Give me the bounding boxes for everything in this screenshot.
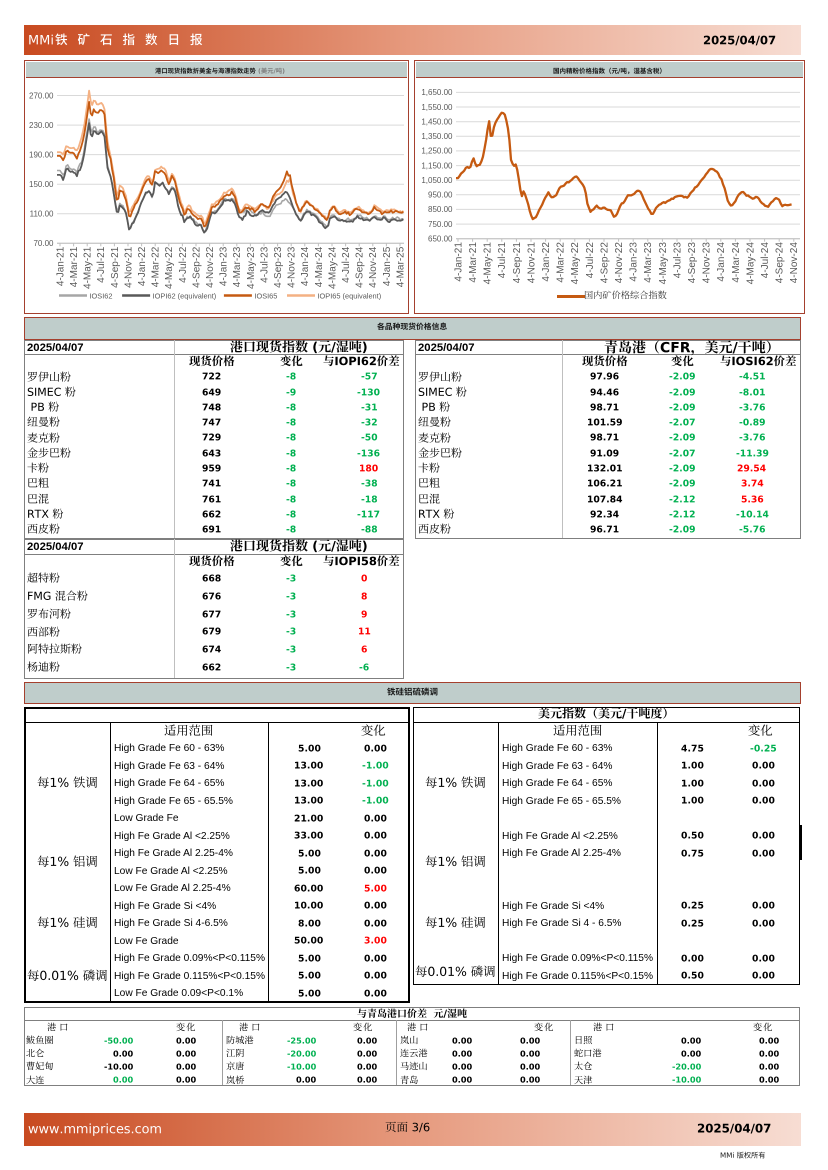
svg-text:190.00: 190.00 xyxy=(29,150,54,159)
svg-text:4-May-21: 4-May-21 xyxy=(83,246,94,289)
svg-text:IOSI65: IOSI65 xyxy=(254,291,277,300)
svg-text:750.00: 750.00 xyxy=(428,220,453,229)
svg-text:4-Jan-21: 4-Jan-21 xyxy=(453,242,464,282)
svg-text:4-May-24: 4-May-24 xyxy=(327,246,338,289)
svg-text:4-Mar-22: 4-Mar-22 xyxy=(556,242,567,283)
svg-text:4-Jul-21: 4-Jul-21 xyxy=(96,246,107,283)
svg-text:4-May-23: 4-May-23 xyxy=(246,246,257,289)
svg-text:4-Jan-24: 4-Jan-24 xyxy=(300,246,311,286)
svg-text:4-Nov-24: 4-Nov-24 xyxy=(789,242,800,284)
svg-text:4-May-22: 4-May-22 xyxy=(570,242,581,285)
svg-text:4-Mar-24: 4-Mar-24 xyxy=(314,246,325,287)
svg-text:1,550.00: 1,550.00 xyxy=(421,103,453,112)
svg-text:4-Sep-23: 4-Sep-23 xyxy=(273,246,284,288)
svg-text:70.00: 70.00 xyxy=(33,239,54,248)
svg-text:1,050.00: 1,050.00 xyxy=(421,176,453,185)
svg-text:4-Mar-21: 4-Mar-21 xyxy=(468,242,479,283)
svg-text:4-May-22: 4-May-22 xyxy=(164,246,175,289)
svg-text:4-May-21: 4-May-21 xyxy=(483,242,494,285)
svg-text:4-Jul-23: 4-Jul-23 xyxy=(672,242,683,279)
svg-text:4-Jan-24: 4-Jan-24 xyxy=(716,242,727,282)
svg-text:4-Mar-21: 4-Mar-21 xyxy=(69,246,80,287)
svg-text:4-Jan-25: 4-Jan-25 xyxy=(382,246,393,286)
svg-text:4-Nov-23: 4-Nov-23 xyxy=(702,242,713,284)
svg-text:IOPI62 (equivalent): IOPI62 (equivalent) xyxy=(153,291,217,300)
svg-text:4-May-24: 4-May-24 xyxy=(745,242,756,285)
svg-text:4-Sep-23: 4-Sep-23 xyxy=(687,242,698,284)
svg-text:4-Jan-22: 4-Jan-22 xyxy=(541,242,552,282)
svg-text:270.00: 270.00 xyxy=(29,91,54,100)
svg-text:850.00: 850.00 xyxy=(428,205,453,214)
svg-text:4-Mar-23: 4-Mar-23 xyxy=(232,246,243,287)
svg-text:4-Sep-22: 4-Sep-22 xyxy=(599,242,610,284)
svg-text:4-Jul-21: 4-Jul-21 xyxy=(497,242,508,279)
svg-text:650.00: 650.00 xyxy=(428,235,453,244)
svg-text:4-Jul-22: 4-Jul-22 xyxy=(178,246,189,283)
svg-text:4-Jul-24: 4-Jul-24 xyxy=(760,242,771,279)
svg-text:1,350.00: 1,350.00 xyxy=(421,132,453,141)
svg-text:4-Jan-21: 4-Jan-21 xyxy=(55,246,66,286)
svg-text:1,250.00: 1,250.00 xyxy=(421,147,453,156)
svg-text:4-Nov-23: 4-Nov-23 xyxy=(287,246,298,288)
svg-text:4-May-23: 4-May-23 xyxy=(658,242,669,285)
svg-text:230.00: 230.00 xyxy=(29,121,54,130)
svg-text:150.00: 150.00 xyxy=(29,180,54,189)
svg-text:4-Sep-21: 4-Sep-21 xyxy=(110,246,121,288)
svg-text:4-Nov-21: 4-Nov-21 xyxy=(123,246,134,288)
svg-text:4-Nov-24: 4-Nov-24 xyxy=(368,246,379,288)
svg-text:4-Jan-22: 4-Jan-22 xyxy=(137,246,148,286)
svg-text:4-Nov-22: 4-Nov-22 xyxy=(614,242,625,284)
svg-text:4-Mar-22: 4-Mar-22 xyxy=(151,246,162,287)
svg-text:4-Sep-21: 4-Sep-21 xyxy=(512,242,523,284)
svg-text:4-Nov-21: 4-Nov-21 xyxy=(526,242,537,284)
svg-text:IOPI65 (equivalent): IOPI65 (equivalent) xyxy=(318,291,382,300)
svg-text:1,150.00: 1,150.00 xyxy=(421,161,453,170)
svg-text:4-Sep-24: 4-Sep-24 xyxy=(775,242,786,284)
svg-text:4-Mar-25: 4-Mar-25 xyxy=(395,246,406,287)
svg-text:4-Sep-24: 4-Sep-24 xyxy=(355,246,366,288)
svg-text:4-Jul-22: 4-Jul-22 xyxy=(585,242,596,279)
svg-text:4-Mar-24: 4-Mar-24 xyxy=(731,242,742,283)
svg-text:4-Jan-23: 4-Jan-23 xyxy=(219,246,230,286)
svg-text:4-Jul-23: 4-Jul-23 xyxy=(259,246,270,283)
svg-text:4-Nov-22: 4-Nov-22 xyxy=(205,246,216,288)
svg-text:4-Sep-22: 4-Sep-22 xyxy=(191,246,202,288)
svg-text:1,650.00: 1,650.00 xyxy=(421,88,453,97)
svg-text:110.00: 110.00 xyxy=(30,210,54,219)
svg-text:IOSI62: IOSI62 xyxy=(90,291,113,300)
svg-text:1,450.00: 1,450.00 xyxy=(421,118,453,127)
svg-text:4-Mar-23: 4-Mar-23 xyxy=(643,242,654,283)
svg-text:4-Jul-24: 4-Jul-24 xyxy=(341,246,352,283)
svg-text:950.00: 950.00 xyxy=(428,191,453,200)
svg-text:4-Jan-23: 4-Jan-23 xyxy=(629,242,640,282)
